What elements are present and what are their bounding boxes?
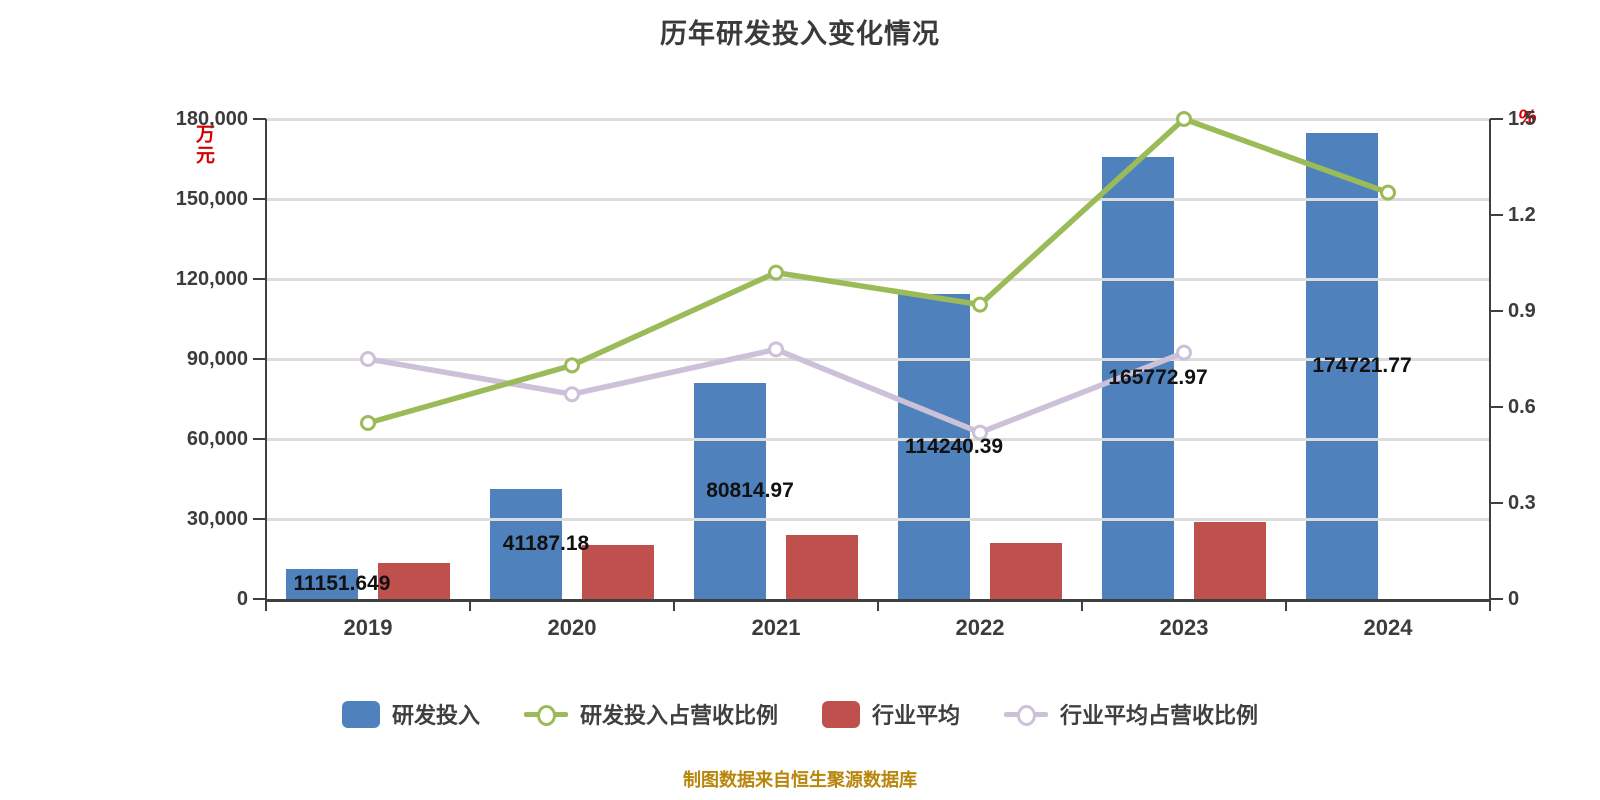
legend-item-industry-average[interactable]: 行业平均 xyxy=(822,698,960,730)
left-axis-tick-2 xyxy=(253,438,266,440)
industry-average-bar-2019 xyxy=(378,563,450,599)
source-note: 制图数据来自恒生聚源数据库 xyxy=(683,770,917,790)
industry-average-bar-2021 xyxy=(786,535,858,599)
right-axis-unit-label: % xyxy=(1518,106,1537,129)
right-axis-tick-4 xyxy=(1490,214,1503,216)
right-axis-tick-label-1: 0.3 xyxy=(1508,492,1536,514)
legend-item-rd-ratio[interactable]: 研发投入占营收比例 xyxy=(523,698,778,730)
rd-ratio-line xyxy=(365,116,1391,426)
bar-value-label-2022: 114240.39 xyxy=(904,434,1004,458)
x-axis-tick-2 xyxy=(673,602,675,611)
left-axis-unit-label: 万元 xyxy=(193,124,214,166)
industry-ratio-point-2019 xyxy=(360,351,376,367)
rd-ratio-point-2022 xyxy=(972,296,988,313)
chart-title: 历年研发投入变化情况 xyxy=(660,19,940,49)
legend-line-dot xyxy=(536,704,556,726)
x-axis-tick-5 xyxy=(1285,602,1287,611)
rd-ratio-point-2024 xyxy=(1380,184,1396,201)
rd-investment-bar-2022 xyxy=(898,294,970,599)
left-axis-tick-4 xyxy=(253,278,266,280)
bar-value-label-2021: 80814.97 xyxy=(706,479,794,503)
right-axis-tick-label-0: 0 xyxy=(1508,588,1520,610)
x-axis-label-2021: 2021 xyxy=(751,615,801,640)
x-axis-tick-0 xyxy=(265,602,267,611)
right-axis-tick-label-2: 0.6 xyxy=(1508,396,1536,418)
legend-label: 行业平均占营收比例 xyxy=(1060,703,1259,728)
rd-ratio-point-2023 xyxy=(1176,111,1192,127)
left-axis-tick-5 xyxy=(253,198,266,200)
gridline-150000 xyxy=(266,197,1490,201)
left-axis-tick-label-1: 30,000 xyxy=(186,508,248,530)
bar-value-label-2020: 41187.18 xyxy=(502,532,590,556)
right-axis-tick-0 xyxy=(1490,598,1503,600)
x-axis-label-2022: 2022 xyxy=(955,615,1005,640)
legend-label: 研发投入占营收比例 xyxy=(579,703,778,728)
industry-average-bar-2023 xyxy=(1194,521,1266,599)
x-axis-label-2024: 2024 xyxy=(1363,615,1413,640)
x-axis-tick-1 xyxy=(469,602,471,611)
legend-item-rd-investment[interactable]: 研发投入 xyxy=(341,698,480,730)
right-axis-tick-label-4: 1.2 xyxy=(1508,204,1536,226)
left-axis-line xyxy=(265,119,267,599)
left-axis-tick-label-4: 120,000 xyxy=(175,268,248,290)
rd-investment-bar-2024 xyxy=(1306,133,1378,599)
legend-line-dot xyxy=(1017,704,1037,726)
x-axis-tick-3 xyxy=(877,602,879,611)
left-axis-tick-label-0: 0 xyxy=(236,588,248,610)
gridline-120000 xyxy=(266,277,1490,281)
gridline-60000 xyxy=(266,437,1490,441)
x-axis-label-2019: 2019 xyxy=(343,615,393,640)
rd-ratio-point-2020 xyxy=(564,357,580,374)
industry-ratio-point-2020 xyxy=(564,386,580,403)
plot-area: 11151.649 41187.18 80814.97 114240.39 165772… xyxy=(266,111,1490,599)
legend-label: 行业平均 xyxy=(872,703,961,728)
right-axis-line xyxy=(1489,119,1491,599)
legend-line-marker-icon xyxy=(523,701,568,728)
left-axis-tick-0 xyxy=(253,598,266,600)
industry-ratio-point-2022 xyxy=(972,424,988,441)
right-axis-tick-2 xyxy=(1490,406,1503,408)
legend-line-marker-icon xyxy=(1004,701,1049,728)
x-axis-line xyxy=(265,599,1491,602)
left-axis-tick-3 xyxy=(253,358,266,360)
gridline-30000 xyxy=(266,517,1490,521)
legend: 研发投入 研发投入占营收比例 行业平均 行业平均占营收比例 xyxy=(0,698,1600,730)
bar-value-label-2019: 11151.649 xyxy=(293,572,391,596)
legend-bar-swatch-icon xyxy=(341,700,380,728)
industry-ratio-point-2021 xyxy=(768,341,784,358)
x-axis-tick-4 xyxy=(1081,602,1083,611)
rd-ratio-point-2019 xyxy=(360,415,376,431)
left-axis-tick-label-6: 180,000 xyxy=(175,108,248,130)
gridline-90000 xyxy=(266,357,1490,361)
left-axis-tick-label-5: 150,000 xyxy=(175,188,248,210)
bar-value-label-2024: 174721.77 xyxy=(1312,354,1412,378)
gridline-180000 xyxy=(266,117,1490,121)
right-axis-tick-3 xyxy=(1490,310,1503,312)
legend-item-industry-ratio[interactable]: 行业平均占营收比例 xyxy=(1004,698,1258,730)
rd-ratio-point-2021 xyxy=(768,264,784,281)
left-axis-tick-label-3: 90,000 xyxy=(186,348,248,370)
industry-average-bar-2020 xyxy=(582,545,654,599)
legend-label: 研发投入 xyxy=(391,703,480,728)
right-axis-tick-1 xyxy=(1490,502,1503,504)
x-axis-tick-6 xyxy=(1489,602,1491,611)
industry-average-bar-2022 xyxy=(990,543,1062,599)
left-axis-tick-label-2: 60,000 xyxy=(186,428,248,450)
right-axis-tick-5 xyxy=(1490,118,1503,120)
industry-ratio-point-2023 xyxy=(1176,344,1192,361)
left-axis-tick-1 xyxy=(253,518,266,520)
bar-value-label-2023: 165772.97 xyxy=(1108,365,1208,389)
right-axis-tick-label-5: 1.5 xyxy=(1508,108,1536,130)
right-axis-tick-label-3: 0.9 xyxy=(1508,300,1536,322)
x-axis-label-2023: 2023 xyxy=(1159,615,1209,640)
rd-investment-bar-2020 xyxy=(490,489,562,599)
rd-investment-bar-2019 xyxy=(286,569,358,599)
x-axis-label-2020: 2020 xyxy=(547,615,597,640)
rd-investment-bar-2021 xyxy=(694,383,766,599)
left-axis-tick-6 xyxy=(253,118,266,120)
line-series-layer xyxy=(360,111,1396,441)
legend-bar-swatch-icon xyxy=(822,700,860,728)
